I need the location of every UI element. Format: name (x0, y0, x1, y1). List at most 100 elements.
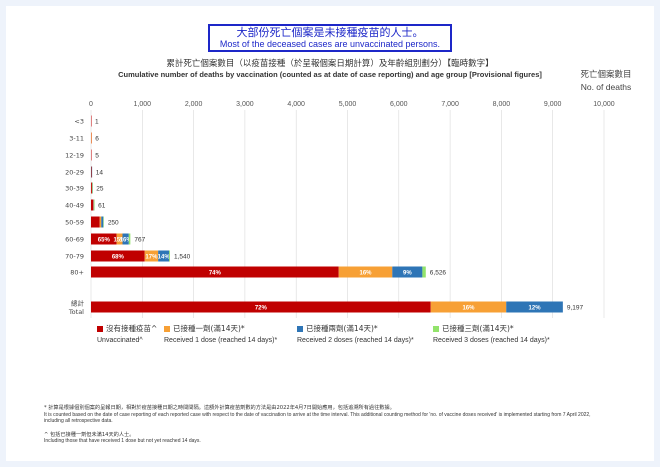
segment-percent-label: 65% (98, 237, 111, 243)
y-category-label: 50-59 (65, 219, 84, 227)
bar-total-label: 5 (95, 153, 99, 160)
banner-text-en: Most of the deceased cases are unvaccina… (219, 39, 441, 49)
segment-percent-label: 16% (462, 305, 475, 311)
footnotes: * 計算是根據個別個案的呈報日期，相對於疫苗接種日期之時間間隔。這額外計算疫苗劑… (44, 405, 644, 445)
segment-percent-label: 9% (403, 270, 412, 276)
footnote-2-zh: ^ 包括已接種一劑但未滿14天的人士。 (44, 431, 135, 438)
bar-segment (122, 233, 129, 245)
bar-segment (94, 199, 95, 211)
footnote-1-en-line1: It is counted based on the date of case … (44, 411, 591, 418)
y-category-label: 40-49 (65, 202, 84, 210)
bar-segment (103, 216, 104, 228)
x-tick-label: 1,000 (134, 101, 152, 108)
bar-total-label: 61 (98, 203, 106, 210)
bar-segment (92, 182, 93, 194)
legend-label-zh: 已接種兩劑(滿14天)* (306, 324, 378, 333)
bar-segment (91, 301, 431, 313)
segment-percent-label: 15% (114, 237, 127, 243)
bar-total-label: 1 (95, 119, 99, 126)
bar-segment (91, 216, 100, 228)
legend-item-2-doses: 已接種兩劑(滿14天)* Received 2 doses (reached 1… (297, 323, 414, 344)
legend-item-1-dose: 已接種一劑(滿14天)* Received 1 dose (reached 14… (164, 323, 277, 344)
bar-segment (91, 132, 92, 144)
segment-percent-label: 72% (255, 305, 268, 311)
bar-segment (338, 266, 393, 278)
legend-label-zh: 已接種三劑(滿14天)* (442, 324, 514, 333)
x-tick-label: 10,000 (593, 101, 615, 108)
bar-total-label: 767 (134, 237, 145, 244)
y-category-label: 總計 (71, 299, 85, 308)
footnote-1-zh: * 計算是根據個別個案的呈報日期，相對於疫苗接種日期之時間間隔。這額外計算疫苗劑… (44, 405, 395, 411)
segment-percent-label: 68% (112, 254, 125, 260)
bar-total-label: 14 (96, 170, 104, 177)
axis-title-zh: 死亡個案數目 (580, 70, 632, 80)
banner-text-zh: 大部份死亡個案是未接種疫苗的人士。 (236, 26, 424, 39)
y-category-label: 3-11 (69, 135, 84, 143)
bar-segment (91, 182, 92, 194)
bar-total-label: 6 (95, 136, 99, 143)
y-category-label: 20-29 (65, 169, 84, 177)
bar-segment (392, 266, 423, 278)
segment-percent-label: 12% (529, 305, 542, 311)
bar-segment (91, 132, 92, 144)
bar-segment (91, 166, 92, 178)
bar-total-label: 9,197 (567, 305, 584, 312)
bar-segment (91, 266, 339, 278)
legend-label-zh: 沒有接種疫苗^ (106, 324, 158, 333)
x-tick-label: 5,000 (339, 101, 357, 108)
bar-segment (101, 216, 104, 228)
bar-segment (116, 233, 123, 245)
legend-swatch-1-dose (164, 326, 170, 333)
headline-banner: 大部份死亡個案是未接種疫苗的人士。 Most of the deceased c… (208, 24, 452, 52)
bar-segment (169, 250, 171, 262)
bar-segment (93, 199, 94, 211)
bar-segment (422, 266, 426, 278)
footnote-1-en-line2: including all retrospective data. (44, 418, 113, 424)
bar-total-label: 250 (108, 220, 119, 227)
x-tick-label: 7,000 (441, 101, 459, 108)
x-tick-label: 6,000 (390, 101, 408, 108)
bar-segment (91, 115, 92, 127)
segment-percent-label: 74% (209, 270, 222, 276)
x-tick-label: 9,000 (544, 101, 562, 108)
bar-segment (93, 199, 95, 211)
x-tick-label: 8,000 (493, 101, 511, 108)
legend-label-en: Unvaccinated^ (97, 337, 143, 344)
y-category-label: 70-79 (65, 253, 84, 261)
y-category-label: 12-19 (65, 152, 84, 160)
y-category-label: Total (68, 308, 84, 316)
segment-percent-label: 16% (359, 270, 372, 276)
legend-label-en: Received 3 doses (reached 14 days)* (433, 337, 550, 344)
bar-segment (158, 250, 170, 262)
legend-label-zh: 已接種一劑(滿14天)* (173, 324, 245, 333)
bar-segment (91, 250, 145, 262)
bar-segment (91, 233, 117, 245)
bar-total-label: 6,526 (430, 270, 447, 277)
chart-title-zh: 累計死亡個案數目（以疫苗接種（於呈報個案日期計算）及年齡組別劃分）【臨時數字】 (166, 59, 494, 69)
bar-segment (506, 301, 563, 313)
bar-segment (91, 149, 92, 161)
y-category-label: 60-69 (65, 236, 84, 244)
footnote-2-en: Including those that have received 1 dos… (44, 438, 201, 444)
bar-total-label: 1,540 (174, 254, 191, 261)
segment-percent-label: 16% (120, 237, 133, 243)
bar-segment (99, 216, 102, 228)
bar-segment (144, 250, 159, 262)
chart-title-en: Cumulative number of deaths by vaccinati… (118, 70, 542, 79)
legend-swatch-2-doses (297, 326, 303, 333)
x-tick-label: 3,000 (236, 101, 254, 108)
legend-label-en: Received 2 doses (reached 14 days)* (297, 337, 414, 344)
legend-label-en: Received 1 dose (reached 14 days)* (164, 337, 278, 344)
legend-swatch-unvaccinated (97, 326, 103, 333)
bar-segment (91, 166, 93, 178)
axis-title-en: No. of deaths (580, 82, 632, 92)
y-category-label: 30-39 (65, 185, 84, 193)
x-tick-label: 0 (89, 101, 93, 108)
legend-item-3-doses: 已接種三劑(滿14天)* Received 3 doses (reached 1… (433, 323, 550, 344)
y-category-label: 80+ (70, 269, 84, 277)
legend-item-unvaccinated: 沒有接種疫苗^ Unvaccinated^ (97, 323, 157, 344)
bar-segment (91, 199, 94, 211)
segment-percent-label: 17% (145, 254, 158, 260)
bar-total-label: 25 (96, 186, 104, 193)
